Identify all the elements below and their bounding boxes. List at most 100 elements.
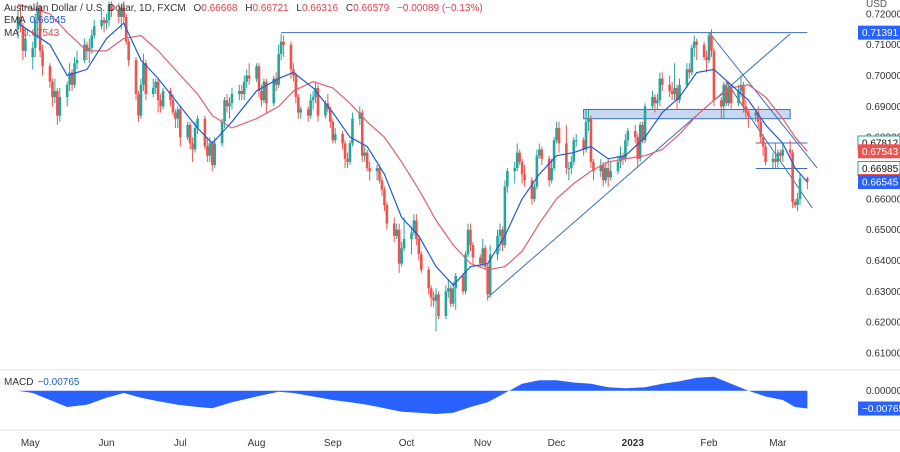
candle — [383, 186, 386, 212]
candle — [65, 81, 69, 107]
macd-value-tag-text: −0.00765 — [862, 404, 900, 415]
candle — [513, 161, 517, 184]
candle — [658, 72, 662, 107]
candle — [601, 161, 605, 187]
candle — [68, 63, 71, 91]
candle — [343, 140, 347, 169]
candle — [547, 155, 551, 187]
candle — [186, 121, 189, 141]
candle — [240, 84, 244, 101]
high-value: 0.66721 — [252, 3, 289, 14]
candle — [506, 168, 509, 193]
candle — [358, 106, 362, 125]
candle — [471, 242, 475, 264]
candle — [604, 161, 608, 184]
candle — [518, 149, 521, 165]
candle — [705, 50, 708, 73]
y-tick-label: 0.70000 — [866, 71, 900, 82]
candle — [461, 272, 465, 295]
candle — [616, 155, 620, 175]
ema-legend[interactable]: EMA 0.66545 — [4, 15, 66, 26]
candle — [245, 69, 248, 88]
candle — [213, 137, 217, 169]
candle — [90, 29, 94, 54]
candle — [277, 44, 280, 88]
candle — [483, 245, 487, 270]
candle — [48, 63, 52, 88]
candle — [707, 32, 711, 64]
candle — [151, 78, 155, 98]
support-resistance-zone — [583, 108, 791, 120]
candle — [299, 106, 303, 119]
candle — [449, 285, 453, 307]
candle — [437, 291, 440, 320]
price-tag — [858, 175, 900, 190]
y-tick-label: 0.66000 — [866, 194, 900, 205]
candle — [247, 63, 251, 85]
candle — [589, 115, 593, 169]
candle — [174, 109, 177, 128]
candle — [410, 226, 413, 255]
candle — [117, 3, 121, 24]
candle — [747, 109, 750, 128]
candle — [144, 60, 148, 101]
y-tick-label: 0.69000 — [866, 102, 900, 113]
change-value: −0.00089 (−0.13%) — [397, 3, 483, 14]
candle — [127, 38, 130, 67]
candle — [380, 177, 384, 196]
macd-value-tag — [858, 401, 900, 416]
price-tag-text: 0.66985 — [862, 164, 899, 175]
candle — [21, 23, 25, 61]
candle — [265, 78, 268, 113]
candle — [360, 109, 364, 162]
candle — [692, 35, 696, 58]
candle — [744, 100, 748, 119]
candle — [255, 63, 258, 82]
macd-legend[interactable]: MACD −0.00765 — [4, 377, 80, 388]
candle — [550, 158, 553, 184]
candle — [660, 72, 664, 91]
price-tag — [858, 144, 900, 159]
ma-legend[interactable]: MA 0.67543 — [4, 28, 60, 39]
candle — [688, 63, 691, 79]
x-tick-label: Nov — [474, 438, 492, 449]
candle — [210, 140, 214, 172]
candle — [535, 149, 539, 190]
candle — [466, 223, 470, 258]
candle — [761, 134, 765, 156]
candle — [555, 121, 558, 144]
candle — [764, 143, 767, 165]
x-tick-label: Dec — [548, 438, 566, 449]
candle — [498, 223, 502, 252]
symbol-ohlc-legend: Australian Dollar / U.S. Dollar, 1D, FXC… — [4, 3, 483, 14]
candle — [690, 44, 694, 76]
candle — [31, 41, 35, 70]
x-tick-label: Jun — [98, 438, 114, 449]
candle — [51, 78, 54, 107]
candle — [365, 149, 369, 172]
close-value: 0.66579 — [353, 3, 390, 14]
candle — [92, 20, 96, 39]
candle — [257, 63, 261, 98]
candle — [781, 143, 785, 162]
candle — [419, 251, 423, 273]
candle — [56, 87, 59, 125]
y-tick-label: 0.71000 — [866, 40, 900, 51]
candle — [574, 134, 578, 147]
candle — [727, 81, 730, 107]
candle — [242, 75, 246, 101]
candle — [139, 78, 143, 119]
candle — [134, 57, 138, 101]
candle — [538, 143, 541, 159]
candle — [41, 44, 44, 76]
candle — [346, 152, 349, 169]
y-tick-label: 0.61000 — [866, 349, 900, 360]
candle — [274, 72, 278, 91]
x-tick-label: Jul — [174, 438, 187, 449]
candle — [122, 1, 126, 24]
candle — [105, 13, 108, 30]
candle — [203, 115, 207, 150]
candle — [188, 121, 192, 150]
macd-zero-tick: 0.00000 — [866, 386, 900, 397]
